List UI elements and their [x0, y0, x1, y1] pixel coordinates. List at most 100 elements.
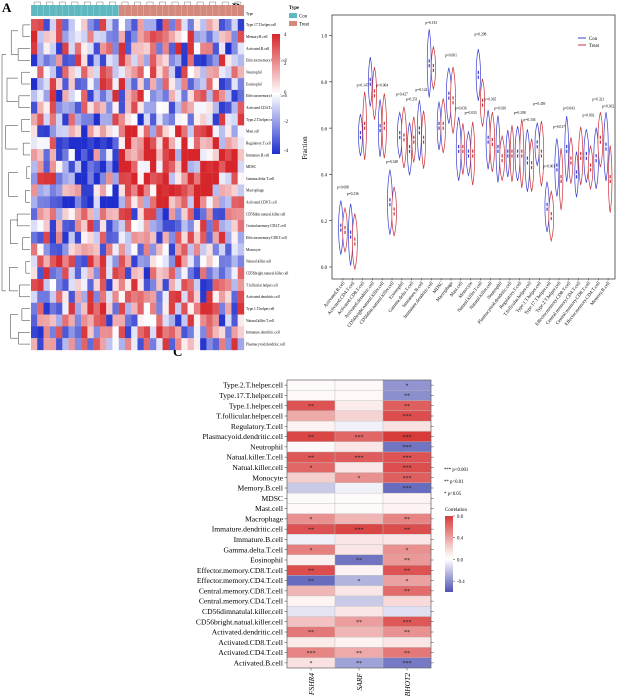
column-dendrogram-branch: [109, 1, 116, 5]
heatmap-a-cell: [118, 149, 126, 162]
heatmap-a-cell: [81, 279, 88, 292]
heatmap-a-cell: [74, 54, 82, 67]
heatmap-a-cell: [93, 196, 101, 209]
heatmap-a-cell: [112, 149, 119, 162]
heatmap-a-cell: [37, 219, 44, 232]
heatmap-a-cell: [87, 137, 94, 150]
heatmap-a-row-label: Effector.memory.CD8.T.cell: [246, 94, 287, 98]
heatmap-a-cell: [56, 302, 63, 315]
heatmap-a-cell: [200, 184, 207, 197]
violin-pvalue: p=0.251: [406, 97, 418, 101]
heatmap-a-cell: [156, 219, 163, 232]
heatmap-a-cell: [93, 89, 101, 102]
heatmap-a-cell: [150, 78, 157, 91]
heatmap-a-cell: [206, 125, 213, 138]
correlation-significance: ***: [403, 414, 412, 420]
heatmap-a-cell: [168, 78, 176, 91]
heatmap-a-cell: [74, 196, 82, 209]
heatmap-a-cell: [99, 101, 107, 114]
heatmap-panel-a: Type Type.17.T.helper.cell Memory.B.cell A…: [1, 1, 310, 351]
heatmap-a-cell: [93, 326, 101, 339]
heatmap-a-cell: [106, 219, 113, 232]
heatmap-a-cell: [87, 208, 94, 221]
heatmap-a-cell: [93, 302, 101, 315]
heatmap-a-cell: [43, 125, 50, 138]
correlation-cell: [286, 585, 336, 597]
heatmap-a-cell: [87, 113, 94, 126]
heatmap-a-cell: [87, 160, 94, 173]
heatmap-a-cell: [31, 219, 38, 232]
heatmap-a-cell: [200, 172, 207, 185]
violin-median: [369, 80, 372, 83]
heatmap-a-cell: [150, 184, 157, 197]
heatmap-a-cell: [200, 290, 207, 303]
heatmap-a-cell: [200, 78, 207, 91]
heatmap-a-cell: [43, 279, 50, 292]
heatmap-a-row-label: Monocyte: [246, 248, 261, 252]
heatmap-a-cell: [231, 184, 238, 197]
heatmap-a-cell: [99, 66, 107, 79]
heatmap-a-cell: [62, 113, 69, 126]
heatmap-a-cell: [74, 255, 82, 268]
heatmap-a-cell: [168, 101, 176, 114]
heatmap-a-cell: [37, 78, 44, 91]
heatmap-a-cell: [206, 19, 213, 31]
heatmap-a-cell: [225, 231, 232, 244]
heatmap-a-cell: [225, 338, 232, 351]
heatmap-a-cell: [156, 314, 163, 327]
heatmap-a-cell: [225, 196, 232, 209]
heatmap-a-cell: [99, 19, 107, 31]
heatmap-a-cell: [106, 101, 113, 114]
heatmap-a-cell: [37, 184, 44, 197]
heatmap-a-cell: [156, 19, 163, 31]
heatmap-a-cell: [68, 184, 75, 197]
heatmap-a-cell: [93, 267, 101, 280]
violin-pvalue: p=0.036: [455, 107, 467, 111]
heatmap-a-cell: [118, 30, 126, 43]
column-dendrogram-branch: [184, 1, 191, 5]
correlation-cell: [382, 595, 432, 607]
heatmap-a-cell: [143, 172, 151, 185]
heatmap-a-cell: [150, 137, 157, 150]
heatmap-a-cell: [193, 279, 201, 292]
heatmap-a-cell: [200, 125, 207, 138]
heatmap-a-cell: [150, 208, 157, 221]
heatmap-a-cell: [131, 208, 138, 221]
legend-label-treat: Treat: [299, 23, 310, 28]
violin-pvalue: p=0.017: [553, 125, 565, 129]
heatmap-a-cell: [206, 78, 213, 91]
heatmap-a-cell: [150, 279, 157, 292]
heatmap-a-cell: [68, 78, 75, 91]
heatmap-a-cell: [124, 290, 132, 303]
heatmap-a-cell: [56, 113, 63, 126]
heatmap-a-cell: [81, 172, 88, 185]
heatmap-a-cell: [68, 149, 75, 162]
heatmap-a-cell: [162, 243, 169, 256]
heatmap-a-cell: [62, 219, 69, 232]
heatmap-a-cell: [187, 101, 195, 114]
heatmap-a-cell: [62, 243, 69, 256]
heatmap-a-cell: [131, 30, 138, 43]
heatmap-a-cell: [43, 160, 50, 173]
correlation-significance: *: [310, 548, 313, 554]
violin-median: [461, 148, 464, 150]
row-dendrogram-branch: [17, 48, 30, 61]
heatmap-a-cell: [143, 19, 151, 31]
heatmap-a-cell: [206, 208, 213, 221]
heatmap-a-cell: [168, 338, 176, 351]
heatmap-a-cell: [43, 54, 50, 67]
heatmap-a-cell: [143, 314, 151, 327]
heatmap-a-cell: [118, 219, 126, 232]
correlation-significance: **: [404, 568, 410, 574]
heatmap-a-cell: [143, 231, 151, 244]
heatmap-a-cell: [56, 42, 63, 55]
heatmap-a-cell: [31, 125, 38, 138]
heatmap-a-row-label: Macrophage: [246, 189, 264, 193]
heatmap-a-cell: [93, 19, 101, 31]
row-dendrogram-branch: [10, 314, 18, 339]
correlation-significance: **: [308, 404, 314, 410]
colorbar-title: Correlation: [445, 508, 467, 513]
row-dendrogram: [1, 24, 30, 345]
heatmap-a-cell: [156, 30, 163, 43]
heatmap-a-cell: [43, 326, 50, 339]
